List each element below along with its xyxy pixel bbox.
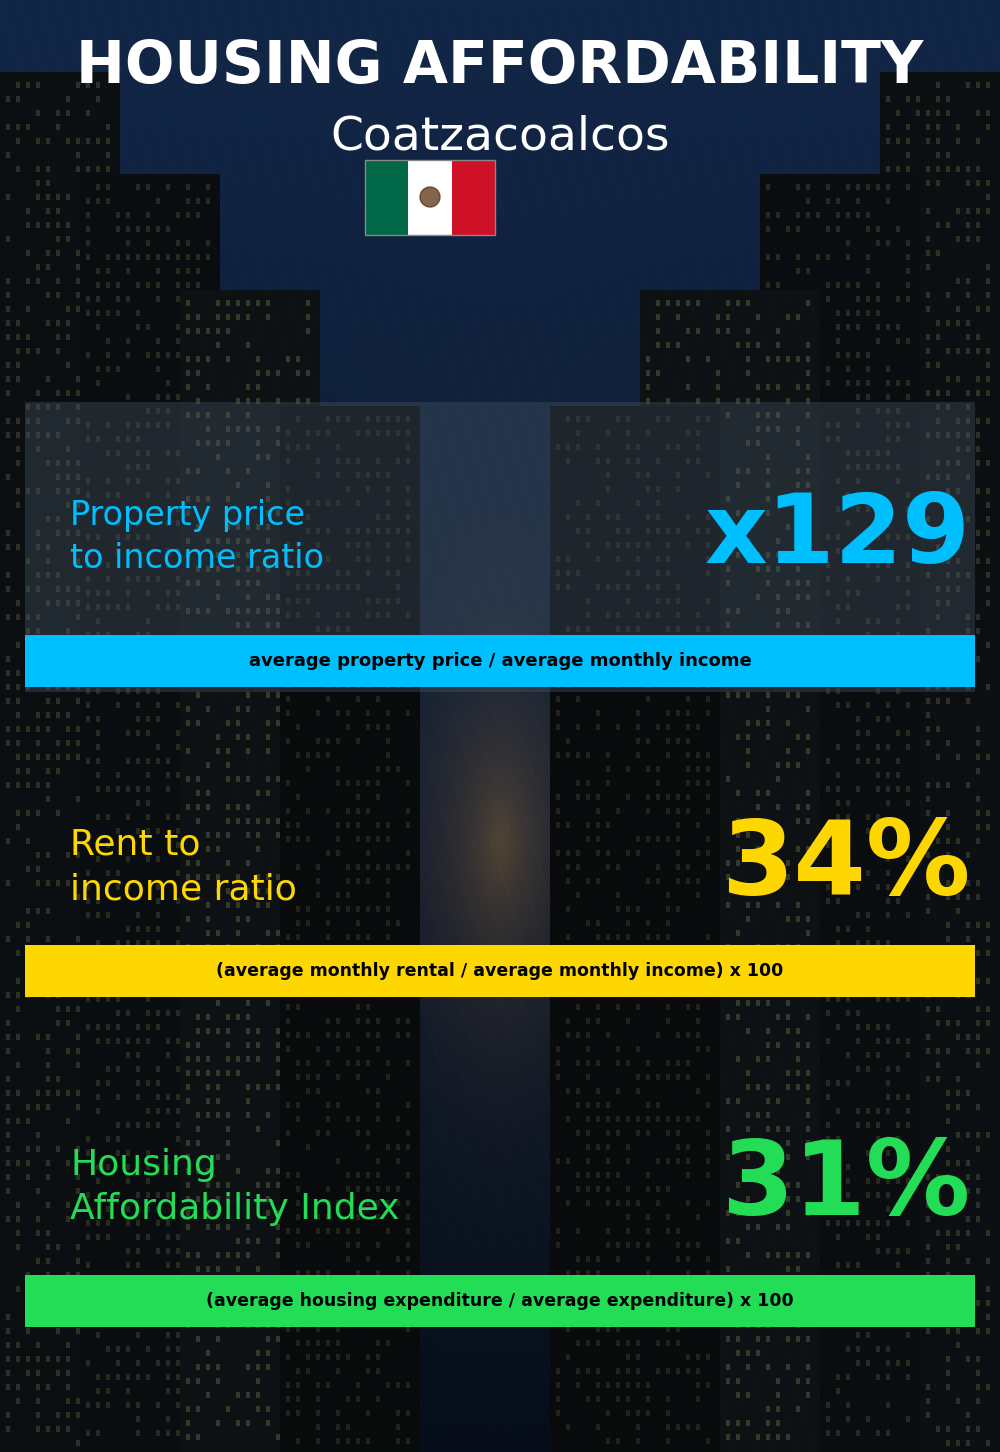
- FancyBboxPatch shape: [25, 1275, 975, 1327]
- Text: 34%: 34%: [721, 816, 970, 918]
- Text: Property price
to income ratio: Property price to income ratio: [70, 499, 324, 575]
- Text: Housing
Affordability Index: Housing Affordability Index: [70, 1147, 400, 1227]
- Text: average property price / average monthly income: average property price / average monthly…: [249, 652, 751, 669]
- Text: Coatzacoalcos: Coatzacoalcos: [330, 115, 670, 160]
- Circle shape: [420, 187, 440, 208]
- FancyBboxPatch shape: [25, 945, 975, 998]
- Text: HOUSING AFFORDABILITY: HOUSING AFFORDABILITY: [76, 39, 924, 96]
- Text: (average monthly rental / average monthly income) x 100: (average monthly rental / average monthl…: [216, 963, 784, 980]
- Text: Rent to
income ratio: Rent to income ratio: [70, 828, 297, 906]
- Text: (average housing expenditure / average expenditure) x 100: (average housing expenditure / average e…: [206, 1292, 794, 1310]
- FancyBboxPatch shape: [365, 160, 408, 235]
- FancyBboxPatch shape: [408, 160, 452, 235]
- Text: 31%: 31%: [721, 1137, 970, 1237]
- Text: x129: x129: [704, 491, 970, 584]
- FancyBboxPatch shape: [25, 635, 975, 687]
- FancyBboxPatch shape: [452, 160, 495, 235]
- FancyBboxPatch shape: [25, 402, 975, 693]
